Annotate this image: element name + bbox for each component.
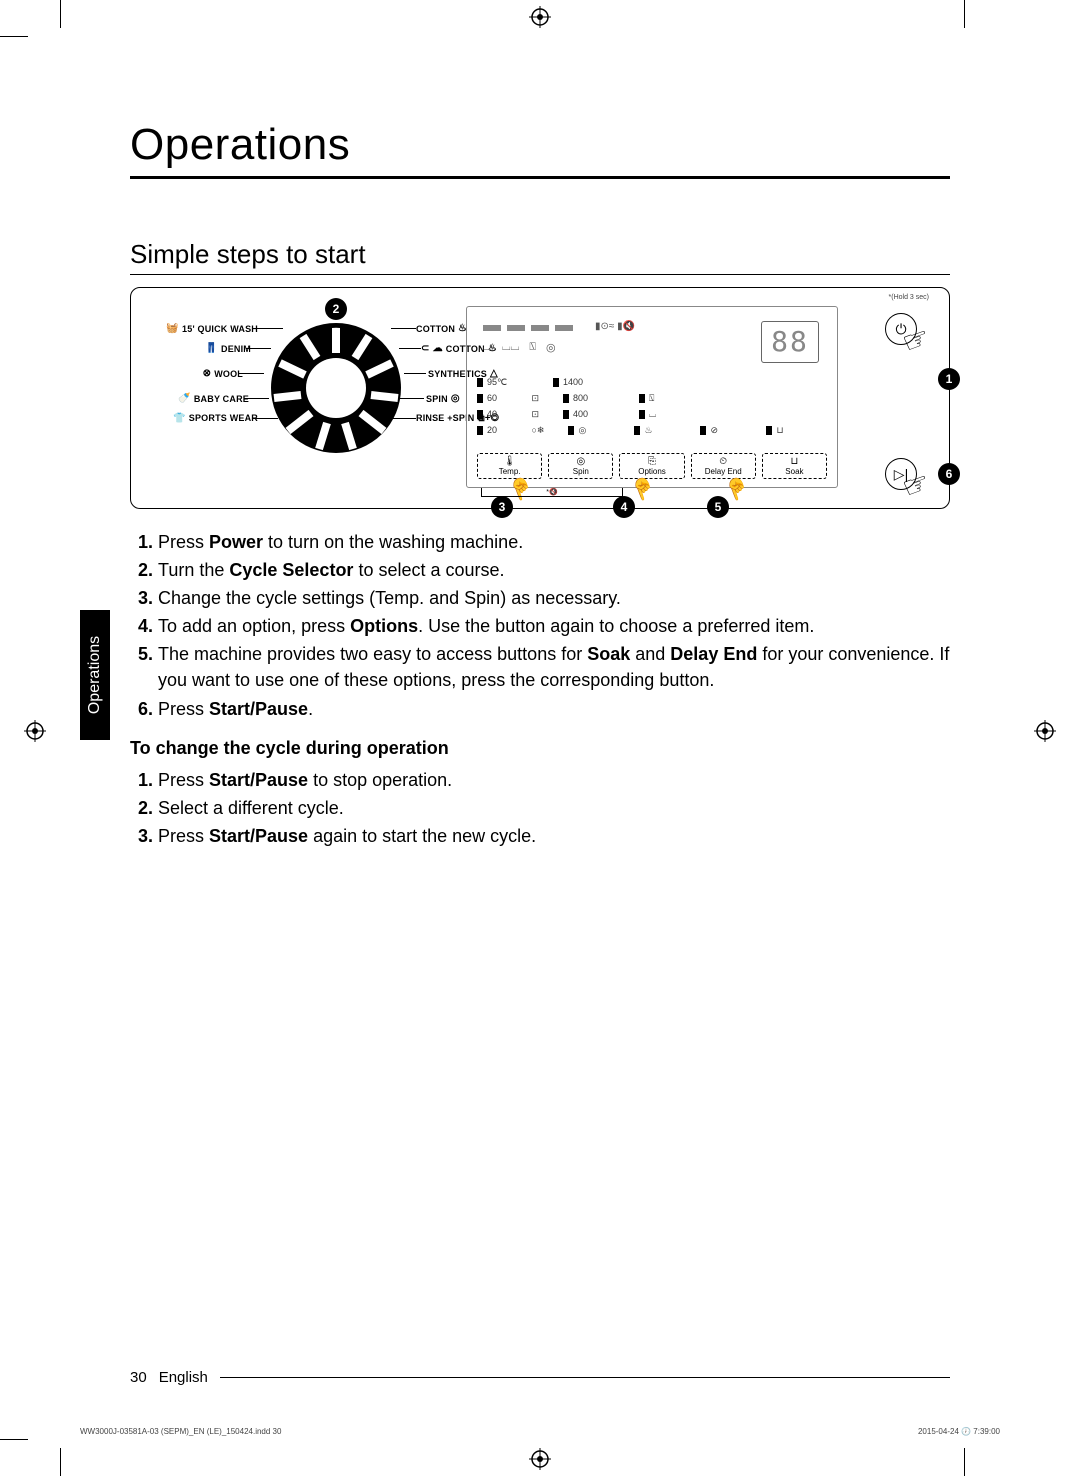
callout-4: 4 <box>613 496 635 518</box>
title-underline <box>130 176 950 179</box>
power-button[interactable]: ⏻ ☞ <box>885 313 917 345</box>
cycle-selector-dial <box>261 313 411 463</box>
pointer-line <box>246 348 271 349</box>
small-icons-row: ▮⊙≈ ▮🔇 <box>595 321 635 332</box>
section-heading: Simple steps to start <box>130 239 950 270</box>
sub-step-3: Press Start/Pause again to start the new… <box>158 823 950 849</box>
language-label: English <box>159 1369 208 1386</box>
dial-label-denim: 👖DENIM <box>143 343 251 354</box>
hand-icon: ☞ <box>898 319 935 361</box>
pointer-line <box>253 418 278 419</box>
step-2: Turn the Cycle Selector to select a cour… <box>158 557 950 583</box>
pointer-line <box>391 328 416 329</box>
footer-line <box>220 1377 950 1378</box>
page-footer: 30 English <box>130 1369 950 1386</box>
main-steps-list: Press Power to turn on the washing machi… <box>130 529 950 722</box>
page-title: Operations <box>130 120 950 170</box>
dial-label-sports-wear: 👕SPORTS WEAR <box>143 413 258 424</box>
dial-label-spin: SPIN◎ <box>426 393 460 404</box>
pointer-line <box>239 373 264 374</box>
side-buttons: ⏻ ☞ ▷| ☞ <box>871 313 931 490</box>
pointer-line <box>404 373 426 374</box>
pointer-line <box>253 328 283 329</box>
progress-bars <box>483 325 573 331</box>
step-3: Change the cycle settings (Temp. and Spi… <box>158 585 950 611</box>
callout-2: 2 <box>325 298 347 320</box>
hold-3-sec-text: *(Hold 3 sec) <box>889 294 929 301</box>
imprint-timestamp: 2015-04-24 🕖 7:39:00 <box>918 1427 1000 1436</box>
sub-steps-list: Press Start/Pause to stop operation. Sel… <box>130 767 950 849</box>
dial-label-wool: ⊗WOOL <box>143 368 243 379</box>
pointer-line <box>244 398 269 399</box>
callout-5: 5 <box>707 496 729 518</box>
settings-grid: 95℃1400 60 ⊡800⍂ 40 ⊡400⌴ 20 ○❄◎♨⊘⊔ <box>477 377 827 441</box>
step-5: The machine provides two easy to access … <box>158 641 950 693</box>
sub-step-1: Press Start/Pause to stop operation. <box>158 767 950 793</box>
soak-button[interactable]: ⊔Soak <box>762 453 827 479</box>
spin-button[interactable]: ◎Spin <box>548 453 613 479</box>
sub-step-2: Select a different cycle. <box>158 795 950 821</box>
step-6: Press Start/Pause. <box>158 696 950 722</box>
dial-label-quick-wash: 🧺15' QUICK WASH <box>143 323 258 334</box>
side-tab: Operations <box>80 610 110 740</box>
start-pause-button[interactable]: ▷| ☞ <box>885 458 917 490</box>
display-panel: ▮⊙≈ ▮🔇 ⌴⌴⌴⍂◎ 88 95℃1400 60 ⊡800⍂ 40 ⊡400… <box>466 306 838 488</box>
imprint-file: WW3000J-03581A-03 (SEPM)_EN (LE)_150424.… <box>80 1427 281 1436</box>
step-1: Press Power to turn on the washing machi… <box>158 529 950 555</box>
step-4: To add an option, press Options. Use the… <box>158 613 950 639</box>
mute-bracket: *🔇 <box>481 488 623 497</box>
dial-label-baby-care: 🍼BABY CARE <box>143 393 249 404</box>
callout-3: 3 <box>491 496 513 518</box>
callout-1: 1 <box>938 368 960 390</box>
imprint-line: WW3000J-03581A-03 (SEPM)_EN (LE)_150424.… <box>80 1427 1000 1436</box>
page-number: 30 <box>130 1369 147 1386</box>
control-panel-diagram: *(Hold 3 sec) <box>130 287 950 509</box>
sub-heading: To change the cycle during operation <box>130 738 950 759</box>
pointer-line <box>399 398 424 399</box>
pointer-line <box>399 348 421 349</box>
temp-button[interactable]: 🌡Temp. <box>477 453 542 479</box>
section-underline <box>130 274 950 275</box>
dial-label-cotton1: COTTON♨ <box>416 323 467 334</box>
pointer-line <box>391 418 416 419</box>
segment-display: 88 <box>761 321 819 363</box>
hand-icon: ☞ <box>898 464 935 506</box>
callout-6: 6 <box>938 463 960 485</box>
sub-icons-row: ⌴⌴⌴⍂◎ <box>483 341 556 354</box>
